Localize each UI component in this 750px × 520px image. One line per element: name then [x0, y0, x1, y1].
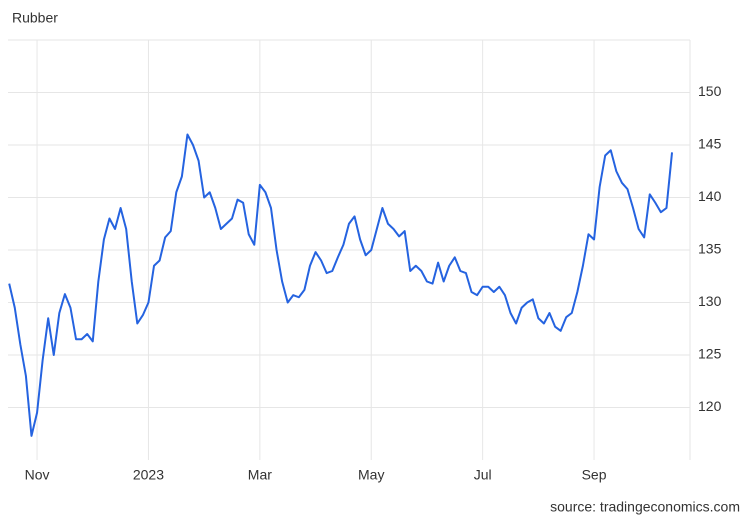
chart-title: Rubber	[12, 10, 58, 26]
y-tick-label: 150	[698, 83, 722, 99]
x-tick-label: May	[358, 467, 384, 483]
y-tick-label: 135	[698, 241, 722, 257]
y-tick-label: 125	[698, 346, 722, 362]
price-line	[8, 133, 674, 437]
x-tick-label: 2023	[133, 467, 164, 483]
y-tick-label: 140	[698, 188, 722, 204]
x-tick-label: Nov	[25, 467, 50, 483]
source-note: source: tradingeconomics.com	[550, 499, 740, 515]
x-tick-label: Jul	[474, 467, 492, 483]
y-tick-label: 120	[698, 398, 722, 414]
y-tick-label: 145	[698, 136, 722, 152]
x-tick-label: Mar	[248, 467, 272, 483]
y-tick-label: 130	[698, 293, 722, 309]
x-tick-label: Sep	[582, 467, 607, 483]
